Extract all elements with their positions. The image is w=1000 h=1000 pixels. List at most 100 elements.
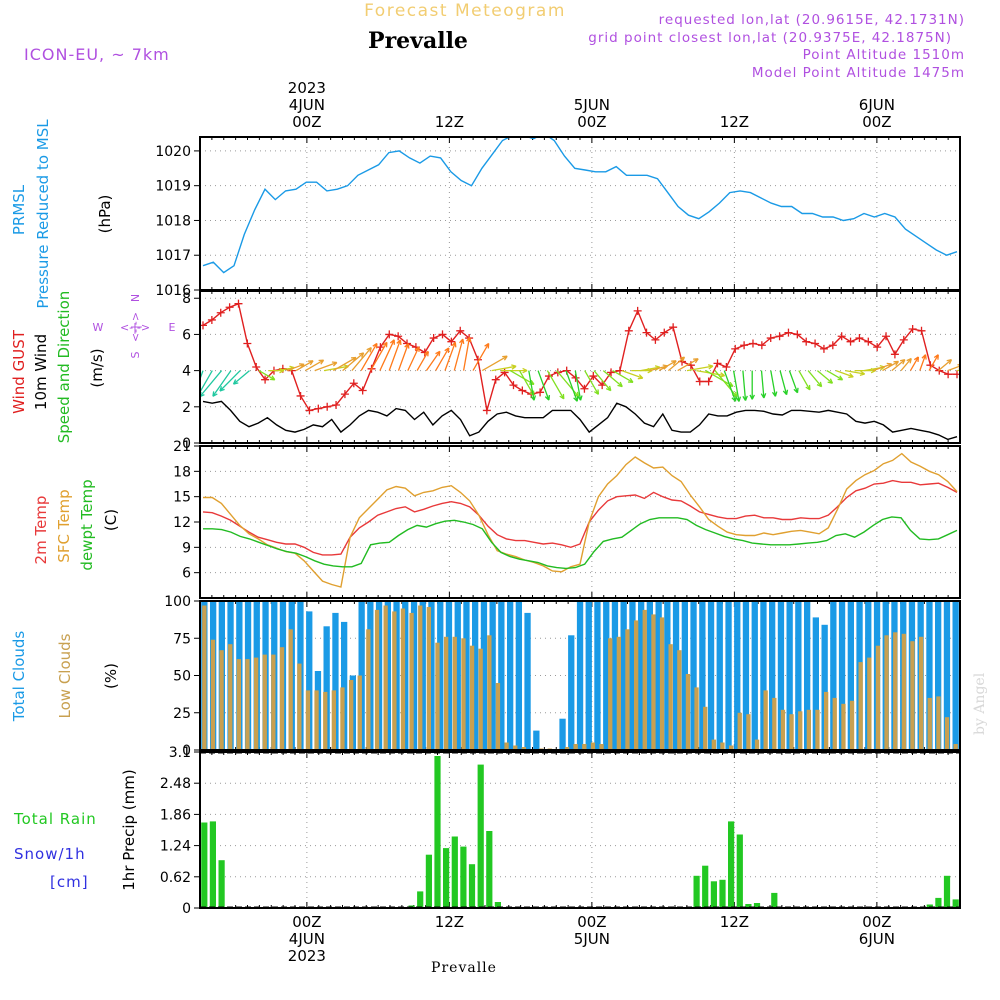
wind-direction-arrow [779, 370, 789, 396]
wind-direction-arrow [919, 354, 927, 371]
wind-direction-arrow [891, 358, 906, 372]
precip-label-cm: [cm] [50, 873, 89, 891]
gust-marker [722, 363, 731, 371]
low-clouds-bar [590, 742, 596, 750]
low-clouds-bar [418, 605, 423, 750]
low-clouds-bar [495, 683, 501, 750]
wind-direction-arrow [742, 370, 748, 401]
wind-direction-arrow [816, 370, 834, 384]
total-clouds-bar [786, 601, 793, 750]
low-clouds-bar [254, 657, 259, 750]
total-rain-bar [209, 821, 216, 908]
compass-west: W [93, 321, 104, 334]
gust-marker [784, 328, 793, 337]
total-clouds-bar [533, 730, 540, 750]
low-clouds-bar [444, 636, 449, 750]
low-clouds-bar [841, 703, 846, 750]
wind-direction-arrow [200, 370, 204, 381]
pressure-ytick-label: 1020 [155, 144, 191, 160]
gridpoint-coords: grid point closest lon,lat (20.9375E, 42… [588, 30, 952, 46]
gust-marker [243, 339, 252, 348]
total-rain-bar [719, 879, 726, 908]
pressure-ytick-label: 1017 [155, 248, 191, 264]
time-top-label: 4JUN [289, 96, 325, 114]
total-clouds-bar [419, 601, 426, 750]
total-clouds-bar [760, 601, 767, 750]
compass-south: S [129, 351, 142, 358]
total-rain-bar [771, 892, 778, 908]
low-clouds-bar [659, 617, 665, 750]
precip-plot [201, 756, 959, 908]
wind-direction-arrow [909, 356, 920, 371]
wind-direction-arrow [444, 341, 457, 371]
wind-direction-arrow [407, 346, 420, 371]
precip-unit: 1hr Precip (mm) [120, 769, 138, 890]
low-clouds-bar [867, 657, 872, 750]
low-clouds-bar [625, 629, 630, 750]
time-top-label: 12Z [720, 113, 749, 131]
total-clouds-bar [393, 601, 400, 750]
low-clouds-bar [383, 605, 388, 750]
low-clouds-bar [711, 739, 716, 750]
wind-direction-arrow [305, 359, 325, 372]
wind-direction-arrow [360, 342, 378, 371]
time-axis-top: 20234JUN00Z12Z5JUN00Z12Z6JUN00Z12Z [288, 79, 895, 131]
wind-direction-arrow [342, 352, 365, 372]
total-clouds-bar [620, 601, 627, 750]
gust-marker [811, 339, 820, 348]
low-clouds-bar [357, 675, 362, 750]
wind-direction-arrow [882, 360, 900, 372]
low-clouds-bar [435, 642, 440, 750]
wind-direction-arrow [425, 350, 441, 371]
gust-marker [828, 341, 837, 350]
temperature-panel: 6 9 12 15 18 21 [173, 439, 961, 599]
wind-direction-arrow [667, 356, 686, 372]
time-bottom-label: 00Z [862, 913, 891, 931]
low-clouds-bar [849, 700, 855, 750]
gust-marker [669, 323, 678, 332]
gust-marker [598, 381, 607, 390]
precip-label-snow: Snow/1h [14, 845, 86, 863]
total-clouds-bar [751, 601, 758, 750]
low-clouds-bar [236, 659, 241, 750]
low-clouds-bar [400, 608, 406, 750]
low-clouds-bar [893, 632, 898, 750]
gust-marker [890, 350, 899, 359]
total-clouds-bar [699, 601, 706, 750]
temperature-plot [202, 452, 958, 588]
clouds-panel-labels: Total Clouds Low Clouds (%) [10, 631, 120, 723]
wind-ytick-label: 2 [182, 400, 191, 416]
low-clouds-bar [858, 662, 863, 750]
time-bottom-label: 00Z [577, 913, 606, 931]
gust-marker [340, 390, 349, 399]
gust-marker [607, 368, 616, 377]
clouds-unit: (%) [102, 663, 120, 689]
time-bottom-label: 6JUN [859, 930, 895, 948]
gust-marker [500, 368, 509, 377]
wind-direction-arrow [200, 370, 213, 397]
wind-direction-arrow [528, 370, 537, 401]
low-clouds-bar [245, 659, 250, 750]
pressure-label-prmsl: PRMSL [10, 184, 28, 235]
requested-coords: requested lon,lat (20.9615E, 42.1731N) [659, 12, 965, 28]
wind-ytick-label: 8 [182, 291, 191, 307]
wind-direction-arrow [826, 370, 844, 381]
wind-ytick-label: 4 [182, 364, 191, 380]
low-clouds-bar [521, 747, 526, 750]
low-clouds-bar [262, 654, 267, 750]
low-clouds-bar [729, 745, 734, 750]
low-clouds-bar [202, 605, 207, 750]
total-rain-bar [952, 899, 959, 908]
gust-marker [349, 379, 358, 388]
total-clouds-bar [341, 621, 348, 750]
gust-marker [757, 341, 766, 350]
total-clouds-bar [716, 601, 723, 750]
wind-direction-arrow [232, 370, 250, 385]
compass-arrow: <-|-> [120, 321, 150, 334]
low-clouds-bar [910, 641, 915, 750]
gust-marker [873, 343, 882, 352]
pressure-ytick-label: 1018 [155, 213, 191, 229]
total-clouds-bar [804, 601, 811, 750]
compass-north: N [129, 294, 142, 302]
low-clouds-bar [210, 639, 216, 750]
